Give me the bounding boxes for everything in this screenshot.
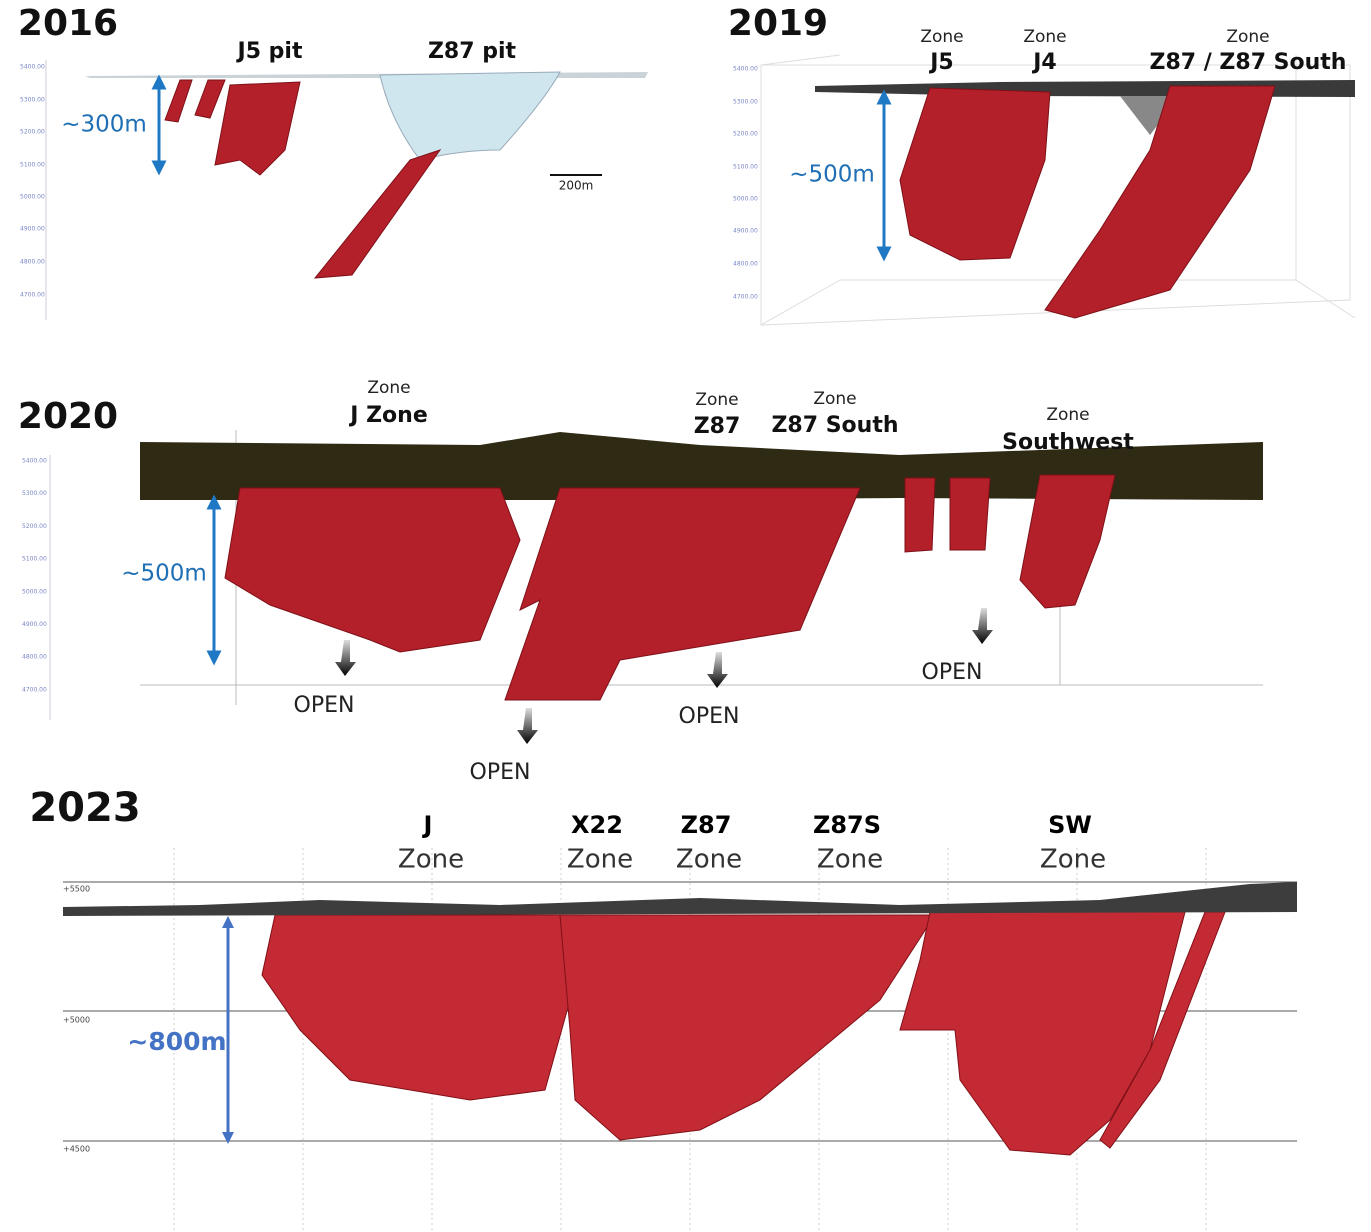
pit-label: J5 pit xyxy=(236,39,303,64)
zone-prefix: Zone xyxy=(695,390,738,410)
axis-label: 5300.00 xyxy=(733,99,758,106)
zone-suffix: Zone xyxy=(398,845,464,875)
zone-name: SW xyxy=(1048,811,1092,839)
zone-name: J xyxy=(422,811,433,839)
zone-name: Z87 xyxy=(694,414,741,439)
zone-name: Z87 / Z87 South xyxy=(1150,50,1347,75)
axis-label: 4900.00 xyxy=(733,228,758,235)
axis-label: 5100.00 xyxy=(22,556,47,563)
axis-label: 5300.00 xyxy=(22,490,47,497)
surface xyxy=(63,882,1297,916)
axis-label: 5400.00 xyxy=(22,458,47,465)
z87-pit xyxy=(379,71,561,161)
axis-label: +5000 xyxy=(63,1016,90,1025)
zone-name: Z87 xyxy=(681,811,732,839)
j5-zone xyxy=(164,79,301,176)
panel-2020 xyxy=(49,430,1263,744)
pit-label: Z87 pit xyxy=(428,39,517,64)
axis-label: 4900.00 xyxy=(20,226,45,233)
axis-label: 4800.00 xyxy=(22,654,47,661)
surface xyxy=(85,72,648,78)
year-label: 2019 xyxy=(728,3,828,44)
zone-prefix: Zone xyxy=(1023,27,1066,47)
zone-prefix: Zone xyxy=(813,389,856,409)
axis-label: 5100.00 xyxy=(20,162,45,169)
panel-2016 xyxy=(45,60,648,320)
panel-2019 xyxy=(760,54,1356,326)
axis-label: +4500 xyxy=(63,1145,90,1154)
zone-suffix: Zone xyxy=(567,845,633,875)
open-arrows xyxy=(335,608,993,744)
axis-label: 5300.00 xyxy=(20,97,45,104)
axis-label: 4700.00 xyxy=(733,294,758,301)
zone-name: Z87 South xyxy=(771,413,898,438)
axis-label: 4900.00 xyxy=(22,621,47,628)
axis-label: +5500 xyxy=(63,885,90,894)
zone-name: Southwest xyxy=(1002,430,1134,455)
axis-label: 4700.00 xyxy=(22,686,47,693)
zone-name: J5 xyxy=(928,50,954,75)
year-label: 2023 xyxy=(29,785,140,831)
zone-prefix: Zone xyxy=(367,378,410,398)
year-label: 2020 xyxy=(18,396,118,437)
axis-label: 5200.00 xyxy=(20,129,45,136)
z87-zone xyxy=(559,914,936,1141)
axis-label: 4800.00 xyxy=(20,259,45,266)
z87-zones xyxy=(1044,85,1276,319)
axis-label: 5000.00 xyxy=(22,588,47,595)
frame xyxy=(760,54,1356,326)
axis-label: 5200.00 xyxy=(733,131,758,138)
scale-label: 200m xyxy=(559,179,594,193)
open-label: OPEN xyxy=(679,704,740,729)
zone-name: J Zone xyxy=(348,403,428,428)
zone-prefix: Zone xyxy=(920,27,963,47)
zone-prefix: Zone xyxy=(1046,405,1089,425)
axis-label: 5100.00 xyxy=(733,164,758,171)
z87-zone xyxy=(504,487,861,701)
axis-label: 5000.00 xyxy=(733,196,758,203)
depth-label: ~500m xyxy=(789,162,875,188)
j-zone xyxy=(224,487,521,653)
axis-label: 5000.00 xyxy=(20,194,45,201)
depth-label: ~800m xyxy=(127,1027,226,1056)
zone-name: Z87S xyxy=(813,811,881,839)
depth-label: ~500m xyxy=(121,561,207,587)
open-label: OPEN xyxy=(294,693,355,718)
zone-name: X22 xyxy=(571,811,623,839)
axis-label: 4700.00 xyxy=(20,292,45,299)
sw-zone xyxy=(899,911,1186,1156)
open-label: OPEN xyxy=(470,760,531,785)
zone-suffix: Zone xyxy=(817,845,883,875)
panel-2023 xyxy=(63,848,1297,1232)
year-label: 2016 xyxy=(18,3,118,44)
zone-suffix: Zone xyxy=(676,845,742,875)
zone-prefix: Zone xyxy=(1226,27,1269,47)
axis-label: 4800.00 xyxy=(733,261,758,268)
axis-label: 5400.00 xyxy=(20,64,45,71)
depth-label: ~300m xyxy=(61,112,147,138)
j-zones xyxy=(899,87,1051,261)
zone-suffix: Zone xyxy=(1040,845,1106,875)
j-zone xyxy=(261,914,571,1101)
southwest-zone xyxy=(904,474,1116,609)
z87-zone xyxy=(313,149,442,279)
open-label: OPEN xyxy=(922,660,983,685)
axis-label: 5200.00 xyxy=(22,523,47,530)
zone-name: J4 xyxy=(1031,50,1057,75)
axis-label: 5400.00 xyxy=(733,66,758,73)
